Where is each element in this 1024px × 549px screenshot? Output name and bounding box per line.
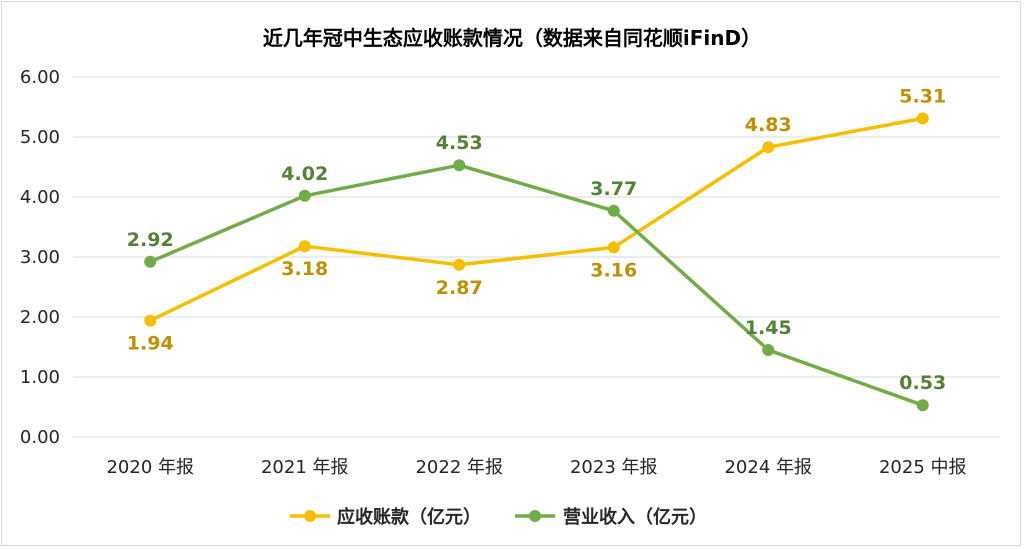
data-label: 0.53 <box>899 372 946 394</box>
x-tick-label: 2020 年报 <box>106 457 194 478</box>
data-label: 3.18 <box>281 258 328 280</box>
data-point <box>298 240 311 253</box>
x-tick-label: 2023 年报 <box>570 457 658 478</box>
legend-label: 营业收入（亿元） <box>563 506 707 528</box>
legend-label: 应收账款（亿元） <box>337 506 481 528</box>
x-tick-label: 2021 年报 <box>261 457 349 478</box>
y-tick-label: 6.00 <box>20 67 60 88</box>
data-label: 4.83 <box>745 114 792 136</box>
data-point <box>453 258 466 271</box>
series-line <box>148 116 925 323</box>
data-point <box>916 399 929 412</box>
data-point <box>607 204 620 217</box>
chart-title: 近几年冠中生态应收账款情况（数据来自同花顺iFinD） <box>262 26 762 50</box>
x-tick-label: 2025 中报 <box>879 457 967 478</box>
data-point <box>453 159 466 172</box>
data-point <box>762 344 775 356</box>
data-label: 1.94 <box>127 333 174 355</box>
legend-marker <box>529 510 541 522</box>
y-tick-label: 3.00 <box>20 247 60 268</box>
data-label: 5.31 <box>899 85 946 107</box>
y-tick-label: 1.00 <box>20 367 60 388</box>
data-label: 2.87 <box>436 277 483 299</box>
data-point <box>298 189 311 202</box>
data-point <box>762 141 775 154</box>
series-line <box>148 163 925 407</box>
y-tick-label: 2.00 <box>20 307 60 328</box>
y-tick-label: 5.00 <box>20 127 60 148</box>
legend-marker <box>304 510 316 522</box>
x-tick-label: 2024 年报 <box>724 457 812 478</box>
data-label: 2.92 <box>127 229 174 251</box>
data-point <box>607 241 620 254</box>
data-label: 3.77 <box>590 178 637 200</box>
data-point <box>144 314 157 327</box>
data-point <box>916 112 929 125</box>
data-point <box>144 255 157 268</box>
x-tick-label: 2022 年报 <box>415 457 503 478</box>
y-tick-label: 4.00 <box>20 187 60 208</box>
y-tick-label: 0.00 <box>20 427 60 448</box>
data-label: 3.16 <box>590 259 637 281</box>
data-label: 4.53 <box>436 132 483 154</box>
data-label: 1.45 <box>745 317 792 339</box>
data-label: 4.02 <box>281 163 328 185</box>
